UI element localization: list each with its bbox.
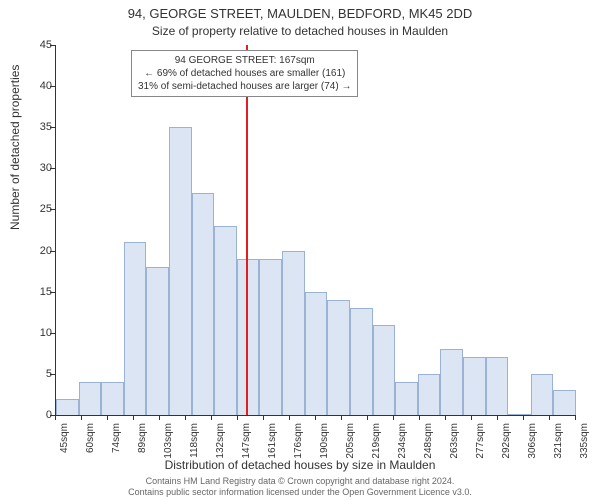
x-axis-label: Distribution of detached houses by size … [0,458,600,472]
x-tick-label: 321sqm [553,423,564,459]
y-tick-label: 15 [22,286,52,298]
histogram-bar [395,382,418,415]
x-tick-label: 176sqm [293,423,304,459]
x-tick-mark [185,415,186,420]
x-tick-mark [367,415,368,420]
x-tick-label: 263sqm [449,423,460,459]
x-tick-label: 248sqm [423,423,434,459]
y-tick-mark [50,251,55,252]
histogram-bar [282,251,305,415]
x-tick-mark [575,415,576,420]
x-tick-label: 118sqm [189,423,200,458]
x-tick-mark [211,415,212,420]
histogram-bar [214,226,237,415]
x-tick-label: 335sqm [579,423,590,459]
x-tick-label: 161sqm [267,423,278,459]
x-tick-mark [497,415,498,420]
y-tick-label: 25 [22,203,52,215]
x-tick-mark [133,415,134,420]
x-tick-label: 190sqm [319,423,330,459]
x-tick-label: 205sqm [345,423,356,459]
histogram-bar [259,259,282,415]
y-tick-mark [50,374,55,375]
reference-line [246,45,248,415]
x-tick-mark [341,415,342,420]
x-tick-mark [289,415,290,420]
histogram-bar [146,267,169,415]
histogram-bar [124,242,147,415]
histogram-bar [327,300,350,415]
x-tick-mark [523,415,524,420]
y-tick-label: 40 [22,80,52,92]
x-tick-label: 60sqm [85,423,96,453]
plot-area: 94 GEORGE STREET: 167sqm← 69% of detache… [55,45,576,416]
histogram-bar [508,414,531,415]
x-tick-label: 306sqm [527,423,538,459]
x-tick-label: 147sqm [241,423,252,459]
x-tick-label: 292sqm [501,423,512,459]
y-axis-label: Number of detached properties [8,65,22,230]
y-tick-mark [50,168,55,169]
y-tick-mark [50,292,55,293]
chart-container: 94, GEORGE STREET, MAULDEN, BEDFORD, MK4… [0,0,600,500]
x-tick-mark [107,415,108,420]
histogram-bar [486,357,509,415]
annotation-line-2: ← 69% of detached houses are smaller (16… [138,67,351,80]
y-tick-label: 30 [22,162,52,174]
x-tick-label: 74sqm [111,423,122,453]
x-tick-mark [445,415,446,420]
histogram-bar [531,374,554,415]
x-tick-mark [471,415,472,420]
histogram-bar [101,382,124,415]
y-tick-label: 10 [22,327,52,339]
x-tick-mark [55,415,56,420]
x-tick-mark [263,415,264,420]
x-tick-label: 103sqm [163,423,174,459]
y-tick-label: 35 [22,121,52,133]
histogram-bar [305,292,328,415]
x-tick-mark [549,415,550,420]
histogram-bar [237,259,260,415]
annotation-box: 94 GEORGE STREET: 167sqm← 69% of detache… [131,50,358,97]
histogram-bar [350,308,373,415]
y-tick-mark [50,333,55,334]
x-tick-label: 132sqm [215,423,226,459]
x-tick-mark [81,415,82,420]
histogram-bar [169,127,192,415]
chart-footer: Contains HM Land Registry data © Crown c… [0,476,600,498]
histogram-bar [56,399,79,415]
footer-line-1: Contains HM Land Registry data © Crown c… [0,476,600,487]
y-tick-label: 0 [22,409,52,421]
histogram-bar [440,349,463,415]
x-tick-mark [419,415,420,420]
histogram-bar [192,193,215,415]
y-tick-mark [50,86,55,87]
histogram-bar [373,325,396,415]
x-tick-label: 219sqm [371,423,382,459]
chart-title-desc: Size of property relative to detached ho… [0,24,600,38]
x-tick-label: 45sqm [59,423,70,453]
annotation-line-3: 31% of semi-detached houses are larger (… [138,80,351,93]
y-tick-mark [50,127,55,128]
histogram-bar [463,357,486,415]
x-tick-mark [159,415,160,420]
annotation-line-1: 94 GEORGE STREET: 167sqm [138,54,351,67]
y-tick-mark [50,209,55,210]
chart-title-address: 94, GEORGE STREET, MAULDEN, BEDFORD, MK4… [0,6,600,21]
y-tick-label: 5 [22,368,52,380]
x-tick-mark [393,415,394,420]
x-tick-label: 89sqm [137,423,148,453]
y-tick-mark [50,45,55,46]
histogram-bar [79,382,102,415]
x-tick-mark [315,415,316,420]
histogram-bar [418,374,441,415]
y-tick-label: 20 [22,245,52,257]
x-tick-label: 234sqm [397,423,408,459]
x-tick-label: 277sqm [475,423,486,459]
x-tick-mark [237,415,238,420]
histogram-bar [553,390,576,415]
y-tick-label: 45 [22,39,52,51]
footer-line-2: Contains public sector information licen… [0,487,600,498]
